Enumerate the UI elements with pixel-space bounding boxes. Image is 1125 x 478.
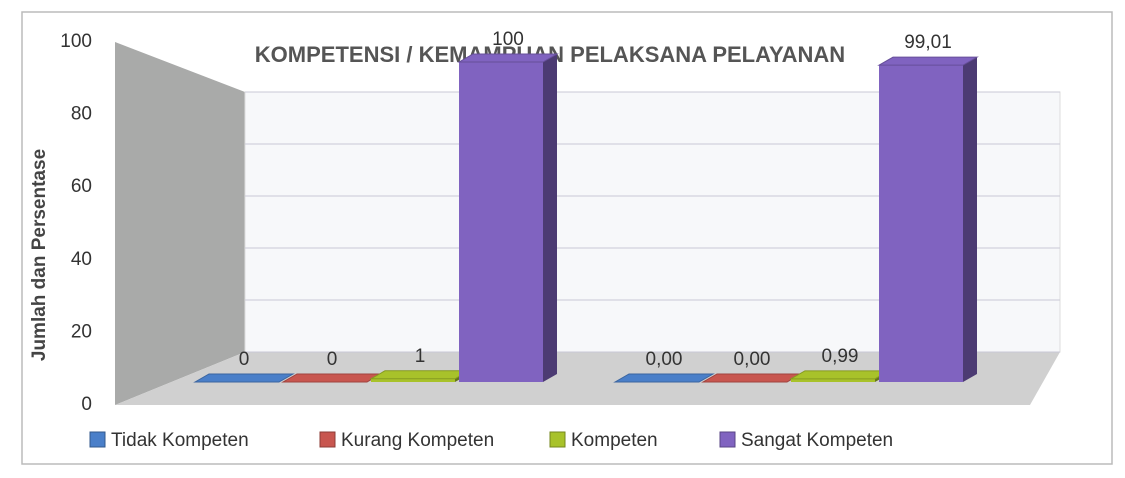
data-label: 0: [327, 349, 338, 370]
y-tick-label: 80: [71, 104, 92, 125]
side-wall: [115, 42, 245, 405]
data-label: 0,99: [822, 346, 859, 367]
bar: [459, 62, 543, 382]
bar: [791, 378, 875, 382]
bar-side: [963, 57, 977, 382]
data-label: 0: [239, 349, 250, 370]
legend-swatch: [89, 431, 106, 448]
legend-label: Kompeten: [571, 430, 658, 451]
bar: [879, 65, 963, 382]
data-label: 0,00: [734, 349, 771, 370]
bar-top: [877, 56, 979, 66]
y-tick-label: 40: [71, 249, 92, 270]
y-tick-label: 60: [71, 176, 92, 197]
data-label: 100: [492, 29, 524, 50]
data-label: 0,00: [646, 349, 683, 370]
legend-label: Sangat Kompeten: [741, 430, 893, 451]
legend-swatch: [719, 431, 736, 448]
bar: [371, 378, 455, 382]
bar-top: [701, 373, 803, 383]
y-tick-label: 100: [60, 31, 92, 52]
legend-label: Kurang Kompeten: [341, 430, 494, 451]
data-label: 1: [415, 346, 426, 367]
bar-top: [281, 373, 383, 383]
legend-swatch: [319, 431, 336, 448]
bar-top: [193, 373, 295, 383]
legend-swatch: [549, 431, 566, 448]
bar-top: [613, 373, 715, 383]
y-axis-label: Jumlah dan Persentase: [29, 149, 50, 361]
bar-side: [543, 54, 557, 382]
y-tick-label: 0: [81, 394, 92, 415]
bar-top: [369, 370, 471, 380]
bar-top: [457, 53, 559, 63]
floor: [115, 352, 1060, 405]
bar-top: [789, 370, 891, 380]
legend-label: Tidak Kompeten: [111, 430, 249, 451]
y-tick-label: 20: [71, 321, 92, 342]
data-label: 99,01: [904, 32, 952, 53]
